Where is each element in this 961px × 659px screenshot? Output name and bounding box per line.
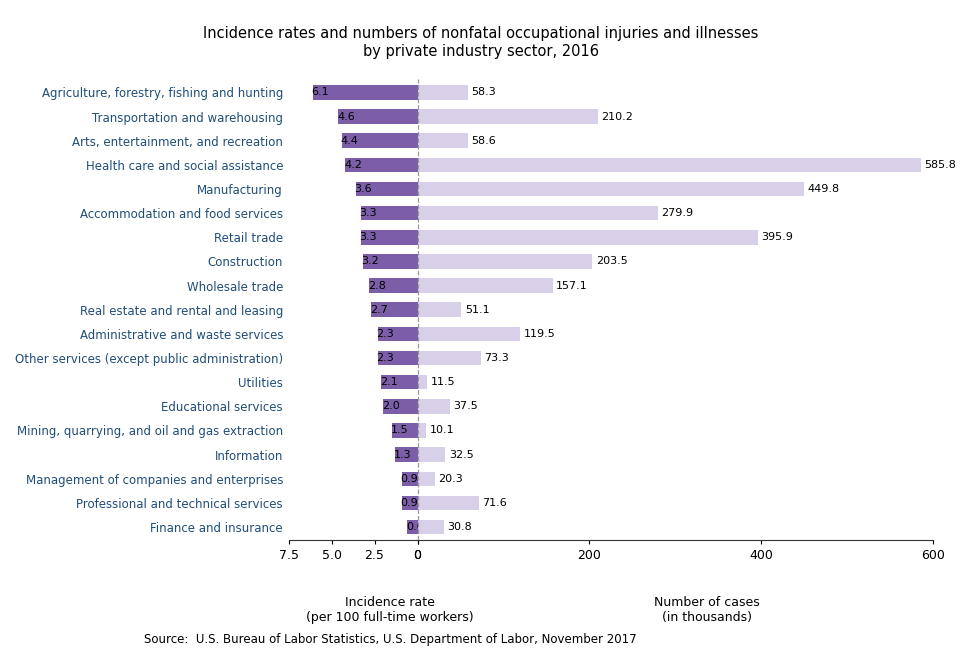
Bar — [312, 85, 417, 100]
Text: 210.2: 210.2 — [601, 111, 632, 121]
Text: 32.5: 32.5 — [449, 449, 473, 459]
Text: 4.2: 4.2 — [344, 160, 361, 170]
Text: 203.5: 203.5 — [595, 256, 627, 266]
Bar — [345, 158, 417, 172]
Text: 2.0: 2.0 — [382, 401, 399, 411]
Text: 585.8: 585.8 — [924, 160, 955, 170]
Text: 2.3: 2.3 — [376, 329, 394, 339]
Bar — [417, 254, 592, 269]
Bar — [417, 133, 467, 148]
Text: 4.4: 4.4 — [340, 136, 358, 146]
Bar — [417, 302, 461, 317]
Bar — [395, 447, 417, 462]
Text: 2.8: 2.8 — [368, 281, 385, 291]
Bar — [402, 496, 417, 510]
Text: 30.8: 30.8 — [447, 522, 472, 532]
Text: 157.1: 157.1 — [555, 281, 587, 291]
Bar — [360, 206, 417, 220]
Text: 11.5: 11.5 — [431, 377, 455, 387]
Text: Incidence rates and numbers of nonfatal occupational injuries and illnesses
by p: Incidence rates and numbers of nonfatal … — [203, 26, 758, 59]
Text: 51.1: 51.1 — [464, 304, 489, 315]
Bar — [417, 206, 657, 220]
Bar — [417, 109, 598, 124]
Text: 0.9: 0.9 — [400, 474, 418, 484]
Text: 3.2: 3.2 — [360, 256, 379, 266]
Text: 58.6: 58.6 — [471, 136, 496, 146]
Bar — [417, 351, 480, 365]
Text: 119.5: 119.5 — [523, 329, 554, 339]
Bar — [356, 182, 417, 196]
Bar — [369, 278, 417, 293]
Text: 73.3: 73.3 — [483, 353, 508, 363]
Text: 71.6: 71.6 — [482, 498, 506, 508]
Bar — [341, 133, 417, 148]
Bar — [382, 399, 417, 414]
Text: 6.1: 6.1 — [311, 88, 329, 98]
Bar — [362, 254, 417, 269]
Bar — [391, 423, 417, 438]
Text: 279.9: 279.9 — [661, 208, 693, 218]
Text: 10.1: 10.1 — [430, 426, 454, 436]
Bar — [417, 230, 757, 244]
Text: 1.5: 1.5 — [390, 426, 407, 436]
Bar — [381, 375, 417, 389]
Bar — [417, 85, 467, 100]
Text: Source:  U.S. Bureau of Labor Statistics, U.S. Department of Labor, November 201: Source: U.S. Bureau of Labor Statistics,… — [144, 633, 636, 646]
Bar — [417, 375, 427, 389]
Text: 37.5: 37.5 — [453, 401, 478, 411]
Bar — [402, 472, 417, 486]
Text: 449.8: 449.8 — [806, 184, 839, 194]
Text: 58.3: 58.3 — [471, 88, 495, 98]
Text: 3.3: 3.3 — [359, 208, 377, 218]
Bar — [417, 496, 479, 510]
Bar — [417, 399, 449, 414]
Bar — [417, 158, 920, 172]
Text: Incidence rate
(per 100 full-time workers): Incidence rate (per 100 full-time worker… — [306, 596, 473, 624]
Bar — [417, 447, 445, 462]
Bar — [360, 230, 417, 244]
Text: 20.3: 20.3 — [438, 474, 462, 484]
Text: 4.6: 4.6 — [336, 111, 355, 121]
Text: 2.1: 2.1 — [380, 377, 398, 387]
Text: 0.9: 0.9 — [400, 498, 418, 508]
Bar — [378, 351, 417, 365]
Bar — [378, 327, 417, 341]
Bar — [371, 302, 417, 317]
Bar — [417, 472, 434, 486]
Bar — [407, 520, 417, 534]
Text: Number of cases
(in thousands): Number of cases (in thousands) — [653, 596, 759, 624]
Bar — [417, 327, 520, 341]
Bar — [417, 182, 803, 196]
Text: 0.6: 0.6 — [406, 522, 423, 532]
Text: 2.3: 2.3 — [376, 353, 394, 363]
Bar — [417, 520, 444, 534]
Text: 3.3: 3.3 — [359, 232, 377, 243]
Text: 1.3: 1.3 — [393, 449, 411, 459]
Bar — [417, 278, 552, 293]
Text: 2.7: 2.7 — [369, 304, 387, 315]
Bar — [417, 423, 426, 438]
Text: 3.6: 3.6 — [354, 184, 372, 194]
Text: 395.9: 395.9 — [760, 232, 792, 243]
Bar — [338, 109, 417, 124]
